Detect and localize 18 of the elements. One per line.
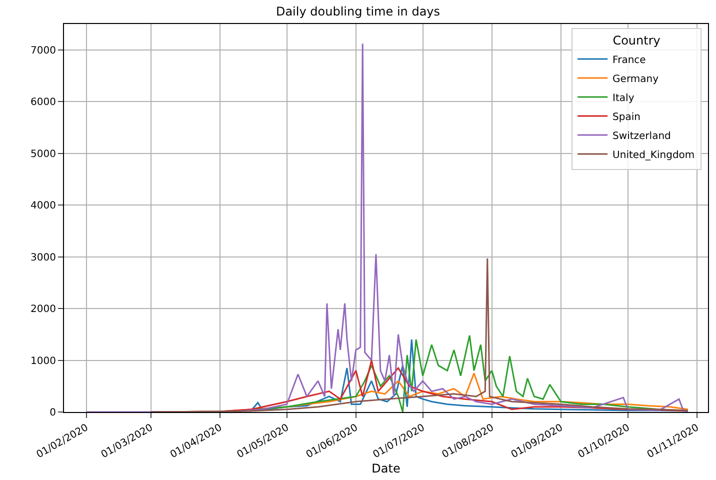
legend-label: Italy — [612, 92, 634, 104]
y-tick-label: 4000 — [30, 200, 56, 212]
y-tick-label: 7000 — [30, 45, 56, 56]
legend-label: France — [612, 54, 646, 66]
chart-title: Daily doubling time in days — [276, 4, 440, 19]
y-tick-label: 6000 — [30, 97, 56, 108]
line-series — [150, 258, 689, 412]
y-tick-label: 2000 — [30, 304, 56, 316]
y-tick-label: 0 — [50, 408, 56, 418]
legend-label: Spain — [612, 112, 641, 123]
legend-title: Country — [612, 33, 660, 48]
x-axis-title: Date — [372, 462, 400, 476]
legend-label: United_Kingdom — [612, 150, 695, 161]
y-tick-label: 3000 — [30, 252, 56, 264]
y-tick-label: 5000 — [30, 148, 56, 160]
y-tick-label: 1000 — [30, 356, 56, 367]
legend-label: Germany — [612, 74, 659, 85]
legend-label: Switzerland — [612, 130, 671, 142]
